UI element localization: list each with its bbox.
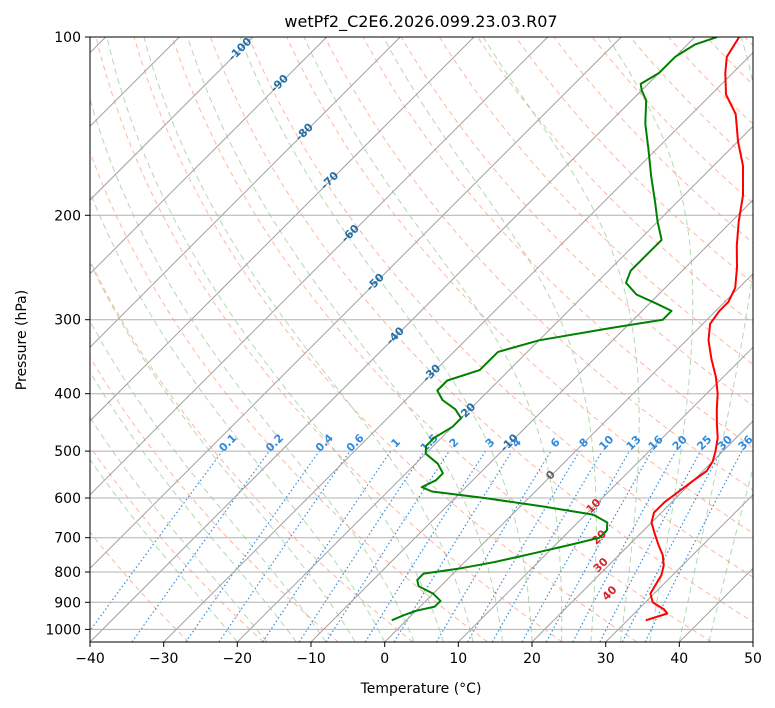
temperature-profile-line (645, 37, 744, 622)
isotherm-line (90, 37, 475, 422)
x-axis: −40 −30 −20 −10 0 10 20 30 40 50 (75, 642, 762, 667)
x-tick-label: −10 (296, 651, 326, 667)
y-tick-label: 200 (54, 208, 81, 224)
moist-adiabat-line (90, 416, 268, 642)
mixing-ratio-line (131, 450, 270, 642)
moist-adiabat-line (187, 37, 503, 642)
x-tick-label: 0 (380, 651, 389, 667)
y-axis: 100 200 300 400 500 600 700 800 900 1000 (45, 30, 90, 638)
dewpoint-profile-line (391, 37, 718, 622)
dry-adiabat-line (438, 37, 753, 366)
y-tick-label: 300 (54, 313, 81, 329)
isotherm-line (90, 37, 696, 642)
plot-frame (89, 36, 754, 643)
moist-adiabat-line (303, 37, 563, 642)
chart-title: wetPf2_C2E6.2026.099.23.03.R07 (284, 12, 557, 32)
mixing-ratio-line (298, 450, 425, 642)
moist-adiabat-line (90, 370, 297, 642)
mixing-ratio-line (185, 450, 320, 642)
moist-adiabat-line (106, 37, 445, 642)
dry-adiabat-line (286, 37, 753, 534)
dry-adiabat-line (210, 37, 753, 623)
dry-adiabat-line (324, 37, 753, 491)
dry-adiabat-line (248, 37, 753, 578)
mixing-ratio-line (90, 450, 223, 632)
moist-adiabat-line (90, 320, 327, 642)
y-tick-label: 100 (54, 30, 81, 46)
moist-adiabat-line (708, 466, 753, 642)
x-tick-label: −40 (75, 651, 105, 667)
dry-adiabat-line (90, 531, 190, 642)
x-tick-label: −20 (223, 651, 253, 667)
moist-adiabat-line (382, 37, 597, 642)
moist-adiabat-line (239, 37, 533, 642)
mixing-ratio-line (325, 450, 450, 642)
mixing-ratio-line (521, 450, 631, 642)
dry-adiabat-line (133, 37, 638, 642)
mixing-ratio-lines (90, 450, 743, 642)
moist-adiabat-line (90, 458, 238, 642)
isotherm-line (163, 51, 753, 642)
y-tick-label: 1000 (45, 622, 81, 638)
isotherm-line (90, 37, 328, 275)
isotherm-line (90, 37, 549, 496)
moist-adiabat-line (90, 190, 386, 642)
profile-series (391, 37, 744, 622)
isotherm-line (531, 420, 753, 642)
mixing-ratio-line (644, 450, 743, 642)
moist-adiabat-line (607, 37, 694, 642)
isotherm-line (384, 272, 753, 642)
x-tick-label: 50 (744, 651, 762, 667)
isotherm-line (90, 37, 401, 349)
isotherm-line (90, 37, 254, 201)
dry-adiabat-line (90, 259, 414, 642)
y-tick-label: 900 (54, 595, 81, 611)
isotherm-line (310, 199, 753, 642)
pressure-gridlines (90, 37, 753, 630)
dry-adiabat-line (400, 37, 753, 407)
y-tick-label: 500 (54, 444, 81, 460)
mixing-ratio-line (262, 450, 392, 642)
x-tick-label: −30 (149, 651, 179, 667)
moist-adiabat-line (678, 37, 753, 642)
isotherm-line (90, 37, 622, 570)
x-tick-label: 10 (449, 651, 467, 667)
y-tick-label: 700 (54, 531, 81, 547)
mixing-ratio-line (572, 450, 677, 642)
y-axis-title: Pressure (hPa) (14, 290, 30, 390)
dry-adiabat-line (95, 37, 563, 642)
mixing-ratio-line (218, 450, 351, 642)
moist-adiabat-line (90, 261, 356, 642)
x-tick-label: 20 (523, 651, 541, 667)
mixing-ratio-line (545, 450, 653, 642)
isotherm-line (457, 346, 753, 642)
moist-adiabat-line (482, 37, 640, 642)
y-tick-label: 800 (54, 565, 81, 581)
x-axis-title: Temperature (°C) (360, 681, 482, 697)
dry-adiabat-line (90, 356, 339, 642)
isotherm-line (605, 493, 753, 642)
mixing-ratio-line (393, 450, 513, 642)
x-tick-label: 40 (670, 651, 688, 667)
y-tick-label: 400 (54, 387, 81, 403)
isotherms (90, 37, 753, 642)
x-tick-label: 30 (597, 651, 615, 667)
y-tick-label: 600 (54, 491, 81, 507)
moist-adiabat-line (143, 37, 474, 642)
